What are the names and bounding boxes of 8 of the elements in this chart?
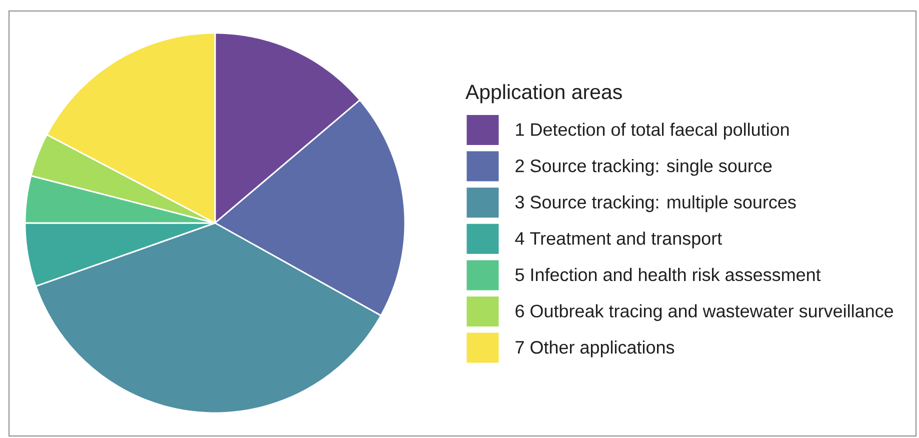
legend-label: 6 Outbreak tracing and wastewater surveillance (516, 304, 894, 321)
legend-label: 4 Treatment and transport (515, 232, 722, 248)
legend-label: 2 Source tracking: single source (516, 159, 772, 176)
legend-label: 5 Infection and health risk assessment (515, 268, 821, 282)
legend-label: 1 Detection of total faecal pollution (516, 122, 789, 140)
legend-label: 3 Source tracking: multiple sources (515, 195, 796, 212)
legend-label: 7 Other applications (516, 340, 674, 358)
legend-title: Application areas (465, 84, 622, 104)
